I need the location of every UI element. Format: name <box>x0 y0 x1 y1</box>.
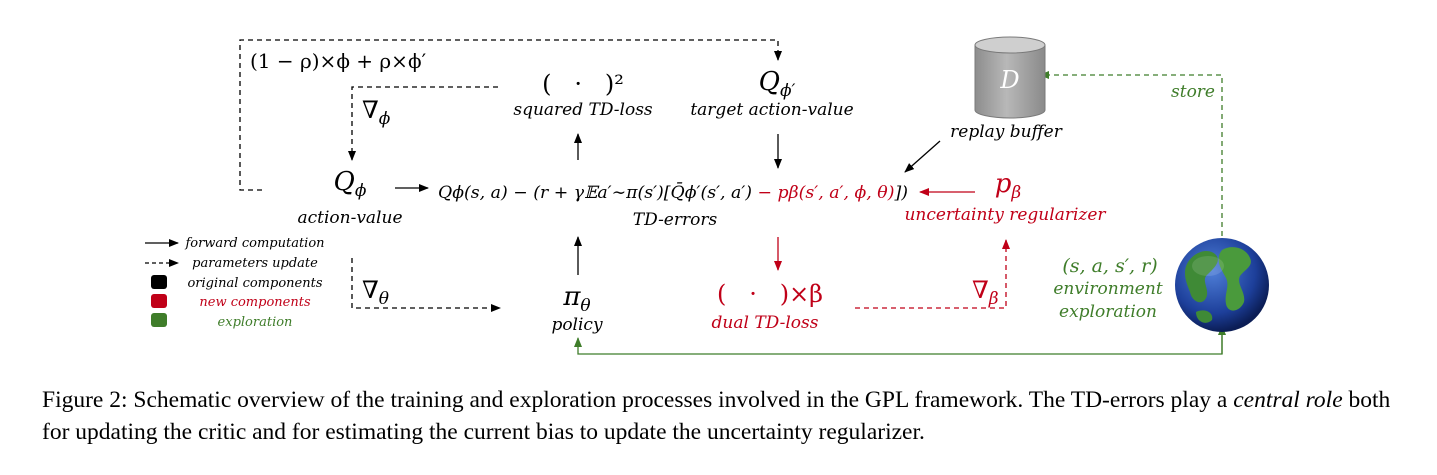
critic-gradient-arrow <box>348 86 498 161</box>
legend-exploration-swatch <box>151 313 167 327</box>
legend-exploration-label: exploration <box>218 315 293 330</box>
legend-original-label: original components <box>187 276 322 291</box>
policy-label: policy <box>551 315 603 335</box>
caption-emphasis: central role <box>1233 387 1343 413</box>
replay-buffer-letter: D <box>999 66 1019 94</box>
q-symbol: Qϕ <box>334 167 367 201</box>
uncertainty-regularizer-label: uncertainty regularizer <box>904 205 1106 225</box>
environment-label: environment <box>1053 279 1162 299</box>
grad-beta-symbol: ∇β <box>972 276 999 309</box>
squared-td-loss-label: squared TD-loss <box>513 100 653 120</box>
transition-tuple: (s, a, s′, r) <box>1062 255 1157 277</box>
legend-new-label: new components <box>199 295 311 310</box>
replay-to-td-arrow <box>904 140 941 173</box>
td-errors-label: TD-errors <box>633 210 718 230</box>
replay-buffer-cylinder-icon <box>974 36 1046 119</box>
target-update-arrow <box>239 39 782 191</box>
exploration-loop-arrow <box>574 322 1223 355</box>
legend: forward computation parameters update or… <box>145 236 325 330</box>
actor-gradient-arrow <box>351 258 501 312</box>
squared-op: ( · )² <box>542 70 624 98</box>
figure-caption: Figure 2: Schematic overview of the trai… <box>42 385 1402 448</box>
store-arrow <box>1039 71 1223 245</box>
td-error-regularizer-part: − pβ(s′, a′, ϕ, θ) <box>752 183 894 203</box>
legend-params-label: parameters update <box>192 256 318 271</box>
dual-td-loss-label: dual TD-loss <box>712 313 819 333</box>
replay-buffer-label: replay buffer <box>950 122 1063 142</box>
uncertainty-regularizer-symbol: pβ <box>995 169 1022 203</box>
dual-op: ( · )×β <box>717 280 823 308</box>
td-error-closing: ]) <box>893 183 908 203</box>
td-error-original-part: Qϕ(s, a) − (r + γ𝔼a′∼π(s′)[Q̄ϕ′(s′, a′) <box>438 181 752 203</box>
legend-new-swatch <box>151 294 167 308</box>
earth-globe-icon <box>1175 238 1269 332</box>
policy-symbol: πθ <box>562 282 590 316</box>
grad-theta-symbol: ∇θ <box>362 276 389 309</box>
grad-phi-symbol: ∇ϕ <box>362 96 391 129</box>
legend-original-swatch <box>151 275 167 289</box>
exploration-label: exploration <box>1059 302 1157 322</box>
store-label: store <box>1171 82 1215 102</box>
action-value-label: action-value <box>297 208 402 228</box>
target-action-value-label: target action-value <box>690 100 853 120</box>
target-q-symbol: Qϕ′ <box>759 67 796 101</box>
td-error-expression: Qϕ(s, a) − (r + γ𝔼a′∼π(s′)[Q̄ϕ′(s′, a′) … <box>438 181 908 203</box>
gpl-schematic-diagram: D (1 − ρ)×ϕ + ρ×ϕ′ ( · )² squared TD-los… <box>145 36 1269 355</box>
target-update-rule: (1 − ρ)×ϕ + ρ×ϕ′ <box>250 49 427 73</box>
caption-text-end: both for updating the critic and for est… <box>42 387 1391 445</box>
caption-text-start: Figure 2: Schematic overview of the trai… <box>42 387 1234 413</box>
legend-forward-label: forward computation <box>184 236 324 251</box>
